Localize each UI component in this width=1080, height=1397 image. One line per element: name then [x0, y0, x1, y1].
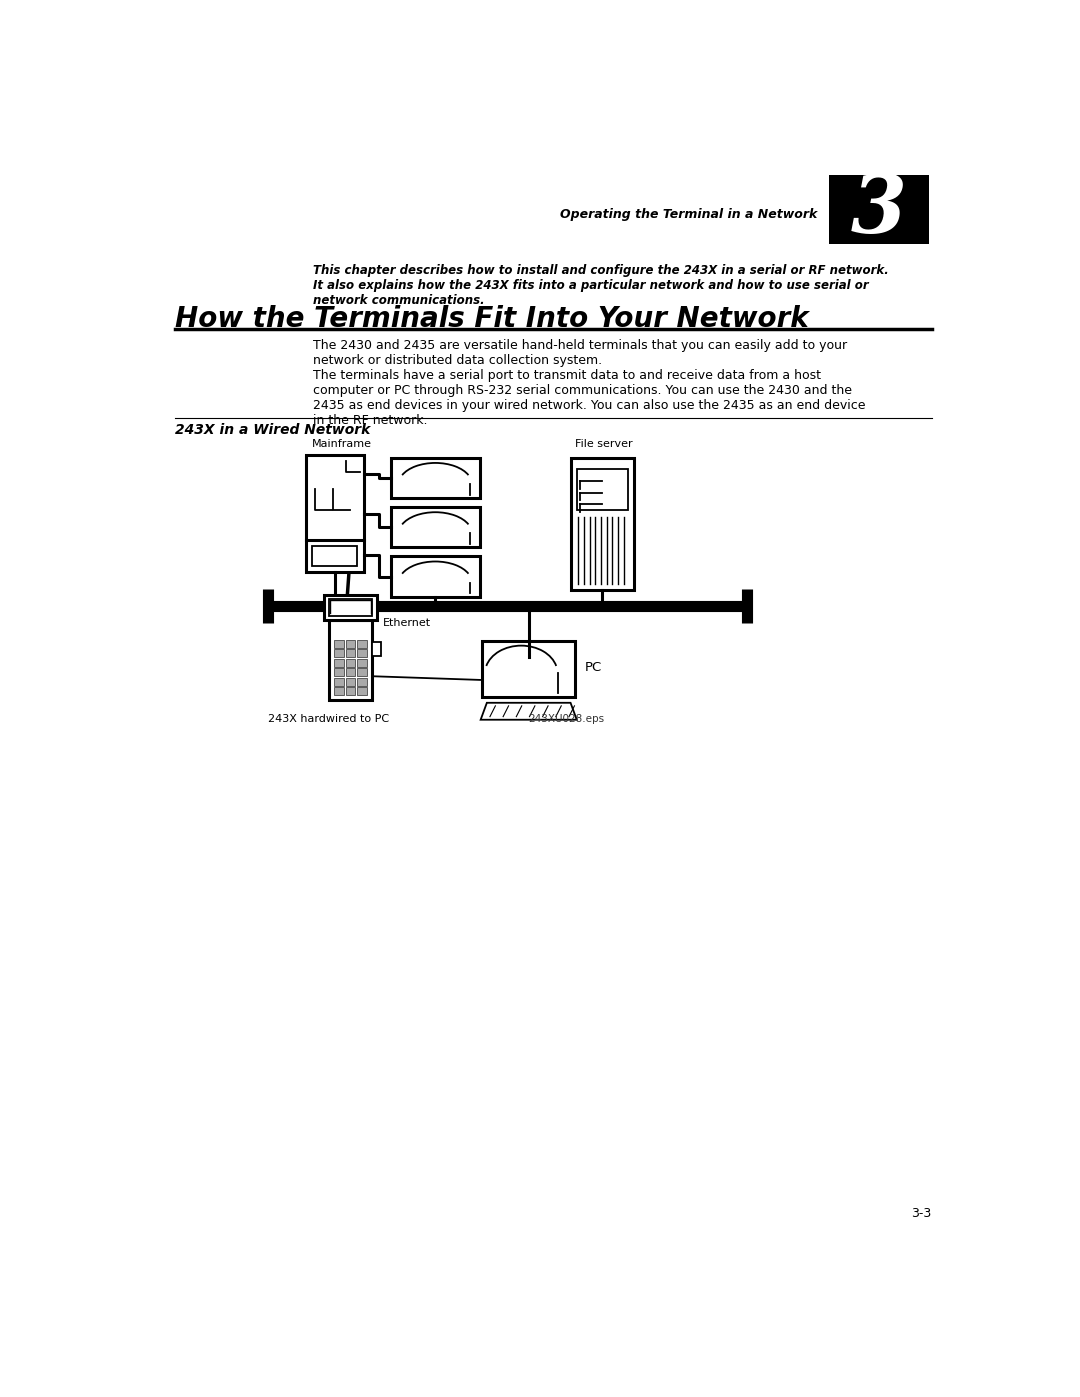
- Text: This chapter describes how to install and configure the 243X in a serial or RF n: This chapter describes how to install an…: [313, 264, 889, 307]
- Bar: [346, 678, 355, 686]
- Bar: [334, 668, 345, 676]
- Polygon shape: [481, 703, 577, 719]
- Bar: [356, 640, 367, 648]
- Bar: [346, 640, 355, 648]
- Text: Operating the Terminal in a Network: Operating the Terminal in a Network: [559, 208, 816, 221]
- Text: The terminals have a serial port to transmit data to and receive data from a hos: The terminals have a serial port to tran…: [313, 369, 866, 427]
- Bar: [356, 659, 367, 666]
- Text: File server: File server: [576, 439, 633, 448]
- Text: 243XU028.eps: 243XU028.eps: [529, 714, 605, 724]
- Bar: [373, 643, 381, 657]
- Bar: [334, 659, 345, 666]
- Text: 243X in a Wired Network: 243X in a Wired Network: [175, 423, 370, 437]
- Bar: [346, 650, 355, 658]
- Text: 243X hardwired to PC: 243X hardwired to PC: [268, 714, 390, 724]
- Text: Ethernet: Ethernet: [383, 617, 431, 629]
- Bar: [328, 599, 373, 616]
- Bar: [356, 668, 367, 676]
- Text: PC: PC: [584, 661, 602, 675]
- Bar: [346, 659, 355, 666]
- Bar: [570, 458, 634, 591]
- Bar: [334, 640, 345, 648]
- Bar: [391, 556, 480, 597]
- Bar: [577, 469, 627, 510]
- Bar: [328, 620, 373, 700]
- Bar: [356, 687, 367, 696]
- Bar: [391, 507, 480, 548]
- Bar: [346, 668, 355, 676]
- Bar: [482, 641, 576, 697]
- Bar: [312, 546, 357, 566]
- Text: 3-3: 3-3: [912, 1207, 932, 1220]
- Bar: [334, 678, 345, 686]
- Bar: [324, 595, 377, 620]
- Bar: [346, 687, 355, 696]
- Bar: [356, 650, 367, 658]
- Text: Mainframe: Mainframe: [312, 439, 372, 448]
- Text: Terminals: Terminals: [409, 602, 462, 613]
- Text: 3: 3: [851, 172, 907, 249]
- Bar: [828, 175, 930, 244]
- Bar: [334, 687, 345, 696]
- Text: The 2430 and 2435 are versatile hand-held terminals that you can easily add to y: The 2430 and 2435 are versatile hand-hel…: [313, 338, 848, 366]
- Text: How the Terminals Fit Into Your Network: How the Terminals Fit Into Your Network: [175, 306, 809, 334]
- Bar: [334, 650, 345, 658]
- Bar: [356, 678, 367, 686]
- Bar: [391, 458, 480, 497]
- Bar: [306, 455, 364, 571]
